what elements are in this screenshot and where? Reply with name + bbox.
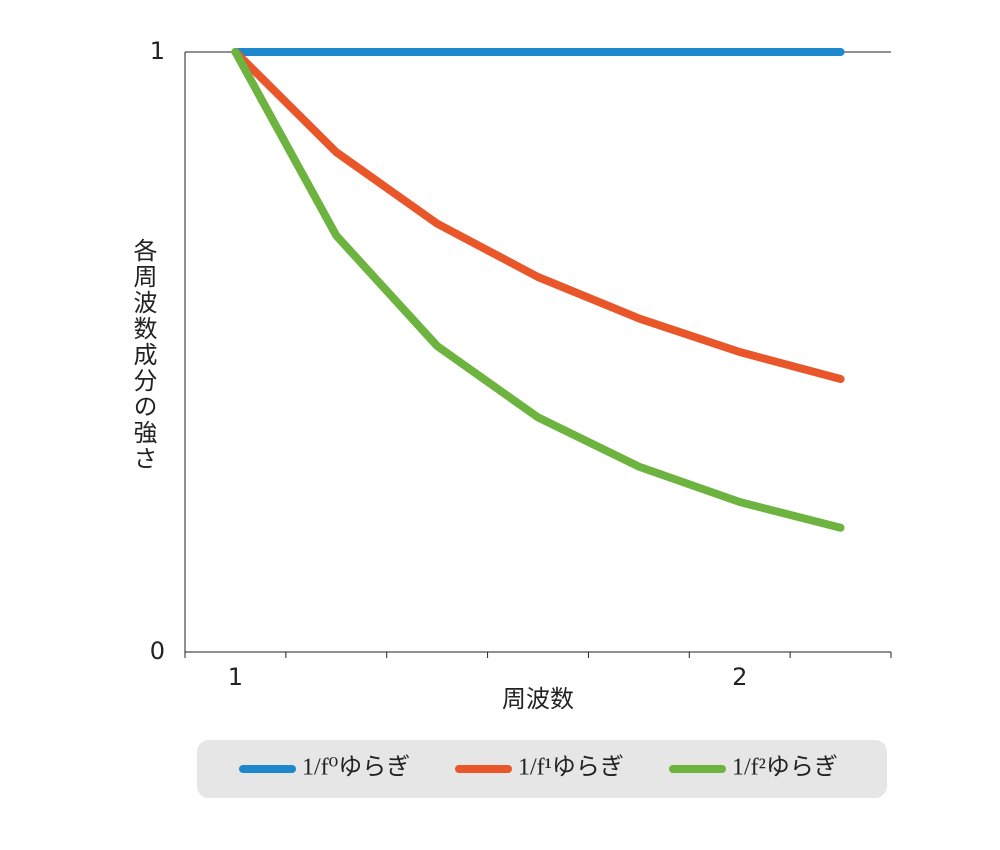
y-axis-label: 各周波数成分の強さ — [129, 238, 157, 472]
y-tick-label: 1 — [150, 37, 165, 65]
legend-label: 1/f⁰ゆらぎ — [302, 754, 410, 781]
legend-label: 1/f²ゆらぎ — [732, 754, 838, 781]
data-line — [231, 48, 845, 532]
y-tick-label: 0 — [150, 637, 165, 665]
x-axis-label: 周波数 — [502, 685, 574, 713]
legend: 1/f⁰ゆらぎ 1/f¹ゆらぎ 1/f²ゆらぎ — [197, 740, 887, 798]
x-tick-label: 2 — [732, 663, 747, 691]
legend-label: 1/f¹ゆらぎ — [518, 754, 624, 781]
data-line — [231, 48, 845, 383]
legend-box — [197, 740, 887, 798]
x-tick-label: 1 — [228, 663, 243, 691]
